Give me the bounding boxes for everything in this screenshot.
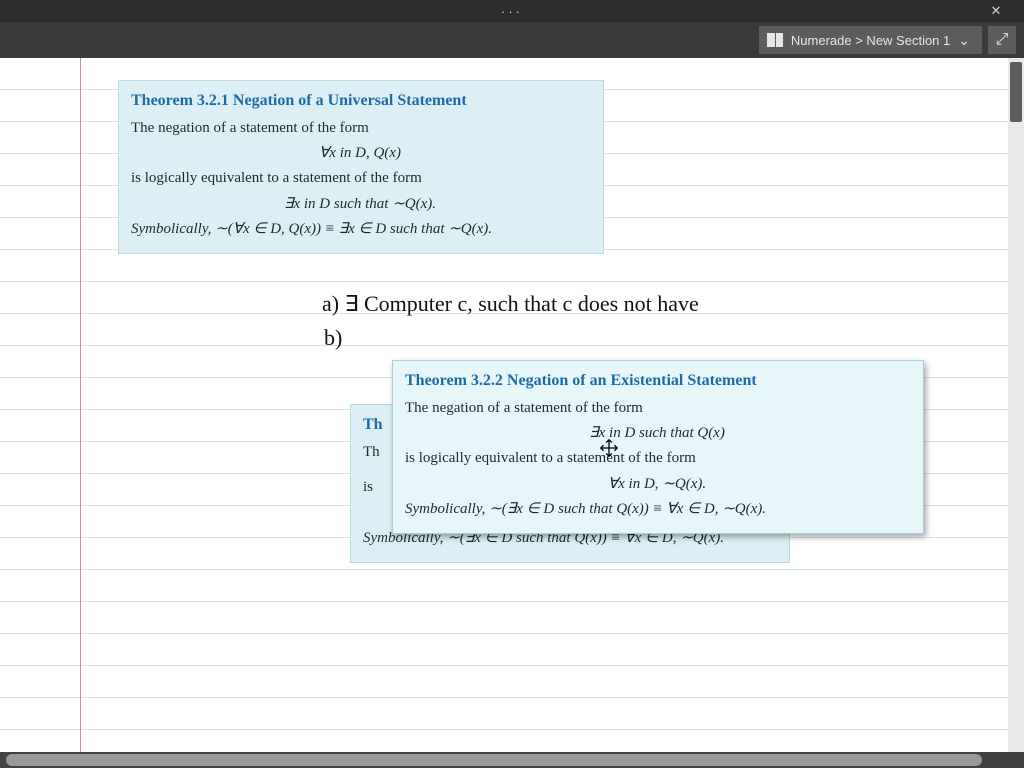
theorem-321-title: Theorem 3.2.1 Negation of a Universal St… bbox=[131, 89, 589, 114]
theorem-321-line1: The negation of a statement of the form bbox=[131, 117, 589, 140]
title-bar: ··· ✕ bbox=[0, 0, 1024, 22]
theorem-321-line3: is logically equivalent to a statement o… bbox=[131, 167, 589, 190]
vertical-scrollbar-thumb[interactable] bbox=[1010, 62, 1022, 122]
theorem-321-symbolically: Symbolically, ∼(∀x ∈ D, Q(x)) ≡ ∃x ∈ D s… bbox=[131, 218, 589, 241]
handwriting-line-a: a) ∃ Computer c, such that c does not ha… bbox=[322, 290, 699, 319]
handwriting-line-b: b) bbox=[324, 324, 342, 353]
scrollbar-corner bbox=[1008, 752, 1024, 768]
toolbar: Numerade > New Section 1 ⌄ ⤢ bbox=[0, 22, 1024, 58]
breadcrumb-label: Numerade > New Section 1 bbox=[791, 33, 950, 48]
theorem-322-formula2: ∀x in D, ∼Q(x). bbox=[405, 473, 909, 496]
theorem-322-line3: is logically equivalent to a statement o… bbox=[405, 447, 909, 470]
vertical-scrollbar[interactable] bbox=[1008, 58, 1024, 752]
paper-margin-line bbox=[80, 58, 81, 752]
theorem-322-formula1: ∃x in D such that Q(x) bbox=[405, 422, 909, 445]
theorem-322-line1: The negation of a statement of the form bbox=[405, 397, 909, 420]
theorem-322-box-front[interactable]: Theorem 3.2.2 Negation of an Existential… bbox=[392, 360, 924, 534]
chevron-down-icon: ⌄ bbox=[958, 32, 970, 49]
fullscreen-button[interactable]: ⤢ bbox=[988, 26, 1016, 54]
expand-icon: ⤢ bbox=[996, 31, 1009, 49]
note-canvas[interactable]: Theorem 3.2.1 Negation of a Universal St… bbox=[0, 58, 1008, 752]
titlebar-ellipsis: ··· bbox=[501, 4, 523, 19]
theorem-321-box[interactable]: Theorem 3.2.1 Negation of a Universal St… bbox=[118, 80, 604, 254]
theorem-322-title: Theorem 3.2.2 Negation of an Existential… bbox=[405, 369, 909, 394]
theorem-321-formula1: ∀x in D, Q(x) bbox=[131, 142, 589, 165]
horizontal-scrollbar-thumb[interactable] bbox=[6, 754, 982, 766]
theorem-321-formula2: ∃x in D such that ∼Q(x). bbox=[131, 193, 589, 216]
notebook-icon bbox=[767, 33, 783, 47]
section-breadcrumb-button[interactable]: Numerade > New Section 1 ⌄ bbox=[759, 26, 982, 54]
close-icon: ✕ bbox=[991, 3, 1002, 19]
horizontal-scrollbar[interactable] bbox=[0, 752, 1024, 768]
theorem-322-symbolically: Symbolically, ∼(∃x ∈ D such that Q(x)) ≡… bbox=[405, 498, 909, 521]
window-close-button[interactable]: ✕ bbox=[976, 0, 1016, 22]
